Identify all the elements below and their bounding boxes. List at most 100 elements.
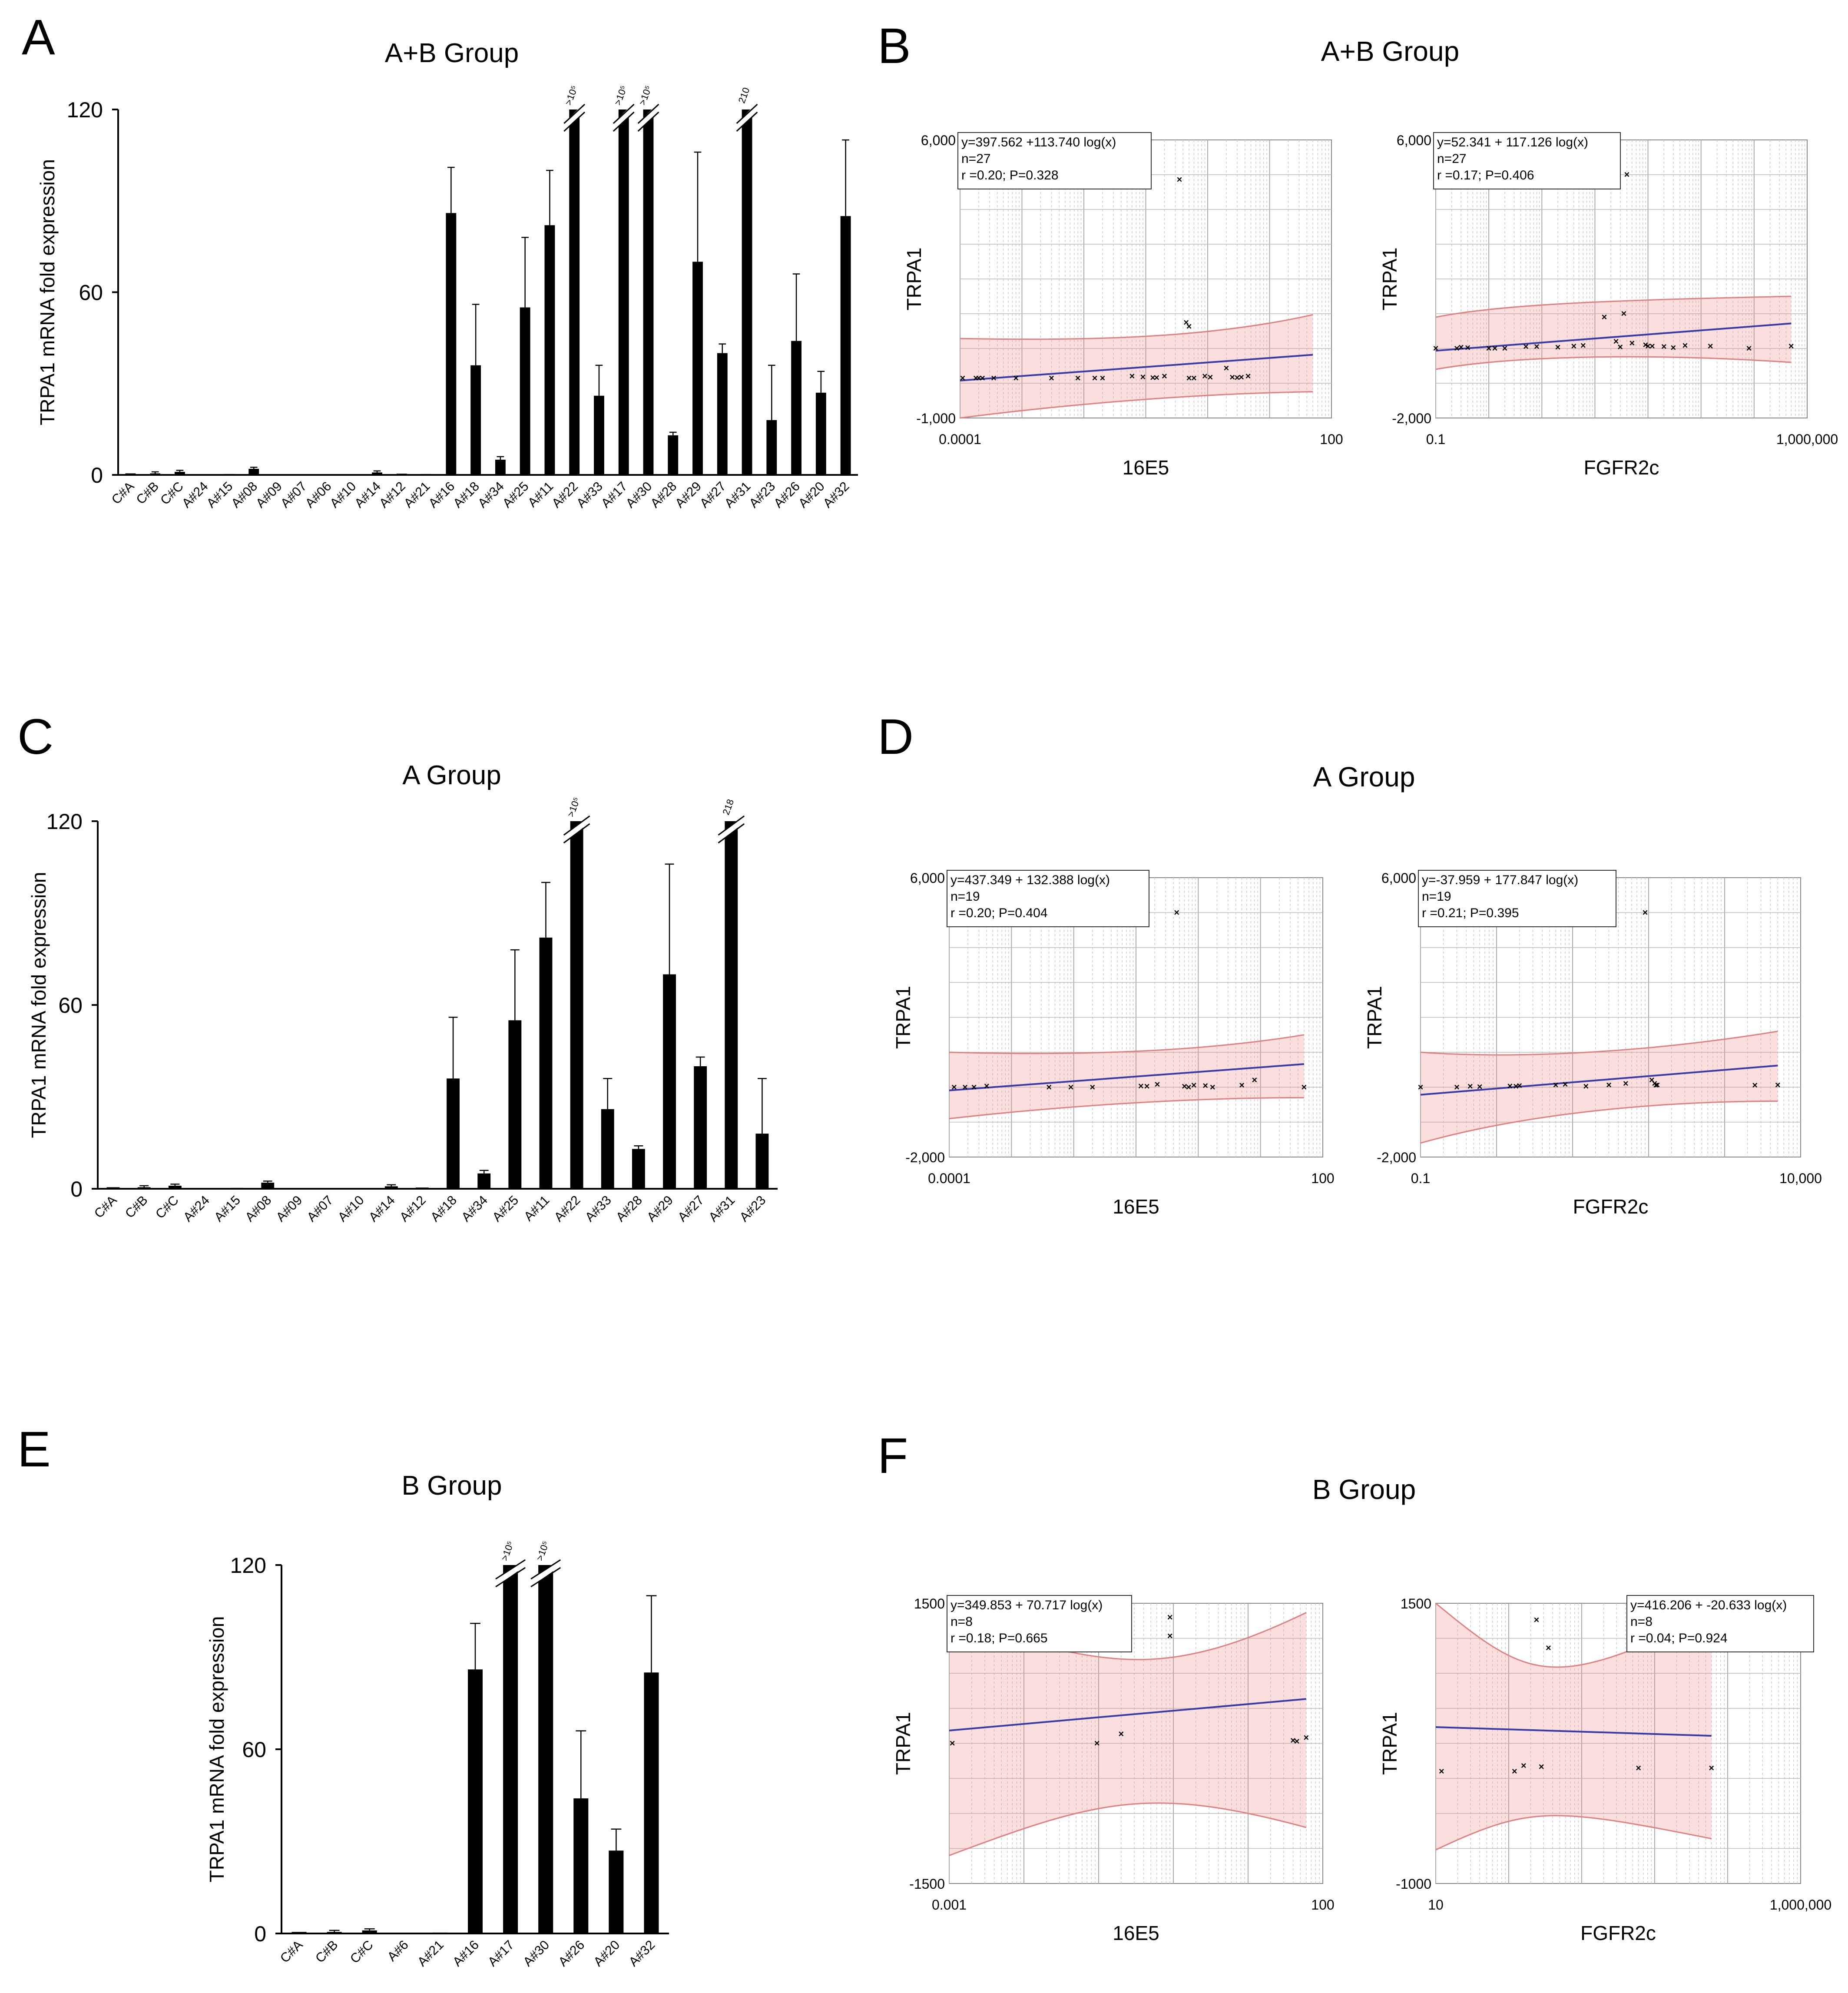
scatter-f-16e5: × ×××××× ×y=349.853 + 70.717 log(x)n=8r =0…: [892, 1595, 1335, 1944]
f1-legend-box: [947, 1595, 1132, 1652]
c-bar-a14: [384, 1186, 398, 1189]
d2-point: ×: [1653, 1080, 1659, 1091]
f1-ci-lower: [949, 1802, 1307, 1856]
c-break-label: 218: [720, 798, 736, 816]
d1-point: ×: [1090, 1081, 1095, 1092]
panel-f: F B Group × ×××××× ×y=349.853 + 70.717 log…: [878, 1428, 1831, 1944]
d2-ci-upper: [1420, 1031, 1778, 1056]
d2-y-tick-top: 6,000: [1381, 870, 1416, 886]
c-bar-a25: [508, 1020, 522, 1189]
a-category-label: A#12: [377, 479, 408, 511]
f1-point: ×: [1294, 1736, 1300, 1747]
b2-point: ×: [1617, 342, 1623, 352]
b2-point: ×: [1486, 343, 1492, 354]
b1-point: ×: [976, 373, 981, 384]
a-category-label: A#31: [722, 479, 754, 511]
panel-f-letter: F: [878, 1428, 908, 1484]
d2-regression-line: [1420, 1064, 1778, 1096]
d1-point: ×: [1144, 1081, 1150, 1092]
f1-point: ×: [1094, 1738, 1100, 1749]
d2-x-axis-label: FGFR2c: [1573, 1195, 1649, 1218]
f1-y-tick-bottom: -1500: [909, 1876, 945, 1892]
a-bar-a33: [594, 395, 604, 475]
d2-point: ×: [1652, 1078, 1657, 1089]
f1-point: ×: [1167, 1630, 1173, 1641]
f2-point: ×: [1439, 1766, 1444, 1777]
d2-confidence-band: [1421, 1031, 1778, 1143]
f1-point: ×: [1118, 1728, 1124, 1739]
b1-point: ×: [1183, 317, 1189, 328]
a-bar-a25: [520, 307, 530, 475]
f1-regression-line: [949, 1698, 1307, 1731]
scatter-b-fgfr2c: × ×× × × × × × × × × ××××××× ××× × × × × × ×y=52.341 + 11…: [1378, 132, 1838, 479]
b1-point: ×: [1186, 321, 1192, 332]
d1-point: ×: [1301, 1081, 1307, 1092]
b1-point: ×: [1075, 373, 1081, 384]
b1-point: ×: [1207, 372, 1213, 383]
f1-confidence-band: [949, 1612, 1306, 1856]
c-bar-a29: [663, 974, 676, 1189]
c-title: A Group: [402, 760, 501, 790]
e-bar-a32: [644, 1672, 659, 1933]
c-break-label: >10⁵: [565, 796, 582, 818]
d2-point: ×: [1513, 1081, 1519, 1092]
b1-point: ×: [1177, 174, 1182, 185]
b2-legend-line: r =0.17; P=0.406: [1437, 168, 1534, 182]
b2-point: ×: [1643, 339, 1649, 350]
a-bar-cb: [150, 473, 161, 475]
c-category-label: A#12: [397, 1193, 429, 1225]
d1-y-tick-bottom: -2,000: [905, 1150, 945, 1165]
f1-point: ×: [1167, 1612, 1173, 1622]
d1-point: ×: [1046, 1081, 1052, 1092]
a-category-label: A#15: [204, 479, 236, 511]
panel-d-title: A Group: [1313, 761, 1415, 793]
panel-d: D A Group × × × × × × × × × ×××× × × × × ××y=437.349 +…: [878, 709, 1822, 1218]
c-category-label: A#24: [181, 1193, 212, 1225]
d2-point: ×: [1583, 1081, 1589, 1092]
b1-point: ×: [1239, 372, 1244, 383]
d2-point: ×: [1606, 1079, 1612, 1090]
a-category-label: A#28: [648, 479, 679, 511]
d2-legend-box: [1418, 870, 1616, 927]
a-category-label: A#21: [401, 479, 433, 511]
a-bar-a26: [791, 341, 802, 475]
c-break-slash: [718, 815, 745, 836]
b1-point: ×: [980, 373, 985, 384]
b1-point: ×: [1049, 373, 1054, 384]
b1-point: ×: [1013, 373, 1019, 384]
b1-point: ×: [1229, 372, 1235, 383]
c-category-label: C#C: [153, 1193, 182, 1222]
f2-point: ×: [1533, 1615, 1539, 1625]
b1-x-tick-right: 100: [1320, 431, 1343, 447]
c-category-label: A#07: [305, 1193, 336, 1225]
a-bar-a14: [372, 472, 382, 475]
b2-point: ×: [1670, 342, 1676, 353]
c-category-label: C#B: [123, 1193, 151, 1221]
f2-regression-line: [1435, 1726, 1712, 1737]
d1-point: ×: [962, 1081, 968, 1092]
a-bar-a08: [248, 468, 259, 475]
f2-point: ×: [1709, 1762, 1714, 1773]
f1-legend-line: y=349.853 + 70.717 log(x): [950, 1598, 1103, 1612]
a-title: A+B Group: [385, 38, 519, 68]
b1-point: ×: [973, 373, 979, 384]
a-category-label: A#30: [623, 479, 655, 511]
b2-x-axis-label: FGFR2c: [1584, 456, 1659, 479]
f2-point: ×: [1512, 1766, 1517, 1777]
scatter-d-16e5: × × × × × × × × × ×××× × × × × ××y=437.349 + 132.388 l…: [892, 870, 1335, 1218]
f1-x-tick-right: 100: [1311, 1897, 1334, 1913]
d2-point: ×: [1775, 1079, 1781, 1090]
a-break-slash: [637, 111, 659, 132]
e-y-tick-label: 120: [230, 1553, 266, 1578]
a-bar-a16: [446, 213, 457, 475]
b1-point: ×: [1140, 371, 1146, 382]
c-break-slash: [563, 823, 590, 844]
b1-point: ×: [1100, 373, 1105, 384]
d2-x-tick-left: 0.1: [1411, 1171, 1430, 1186]
d2-point: ×: [1752, 1080, 1758, 1091]
f1-y-tick-top: 1500: [914, 1596, 945, 1612]
c-category-label: A#29: [644, 1193, 676, 1225]
f2-x-axis-label: FGFR2c: [1580, 1922, 1656, 1944]
e-category-label: A#20: [591, 1938, 623, 1970]
